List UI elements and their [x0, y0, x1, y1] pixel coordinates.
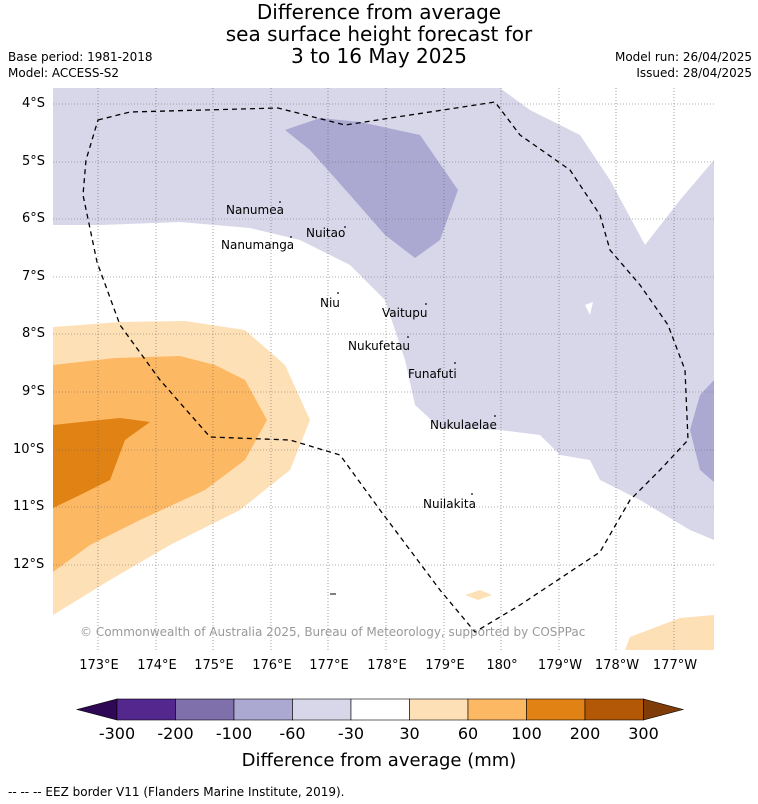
lat-label-4s: 4°S: [22, 96, 46, 111]
island-marker-nanumanga: [290, 236, 292, 238]
lon-label-179e: 179°E: [425, 658, 465, 673]
lat-label-10s: 10°S: [13, 442, 45, 457]
eez-border: [82, 101, 689, 633]
lat-label-12s: 12°S: [13, 557, 45, 572]
colorbar-tick-minus-300: -300: [98, 724, 136, 743]
lat-label-6s: 6°S: [22, 211, 46, 226]
lat-label-5s: 5°S: [22, 154, 46, 169]
copyright-notice: © Commonwealth of Australia 2025, Bureau…: [80, 625, 585, 639]
colorbar-swatch-200-300: [584, 698, 644, 721]
place-label-nanumanga: Nanumanga: [221, 238, 294, 252]
lon-label-178w: 178°W: [594, 658, 640, 673]
anomaly-region-strong-positive: [53, 418, 150, 508]
lon-label-173e: 173°E: [79, 658, 119, 673]
colorbar-swatch-30-60: [409, 698, 469, 721]
colorbar-swatch-below-300: [75, 698, 118, 721]
colorbar-tick-300: 300: [628, 724, 659, 743]
lon-label-176e: 176°E: [252, 658, 292, 673]
anomaly-patch-small-south: [465, 590, 492, 600]
colorbar-swatch-60-30: [292, 698, 352, 721]
issued-label: Issued: 28/04/2025: [636, 66, 752, 80]
anomaly-region-light-negative: [53, 88, 714, 540]
lon-label-177w: 177°W: [652, 658, 698, 673]
colorbar-swatch-300-200: [116, 698, 176, 721]
lat-label-11s: 11°S: [13, 499, 45, 514]
colorbar-swatch-100-200: [526, 698, 586, 721]
colorbar-tick-minus-60: -60: [279, 724, 306, 743]
lon-label-179w: 179°W: [537, 658, 583, 673]
island-marker-niu: [337, 292, 339, 294]
colorbar-swatch-30-30: [350, 698, 410, 721]
colorbar-tick-100: 100: [511, 724, 542, 743]
graticule: [53, 88, 714, 650]
anomaly-region-medium-negative: [285, 118, 458, 258]
place-label-nanumea: Nanumea: [226, 203, 284, 217]
island-marker-nuilakita: [471, 493, 473, 495]
colorbar-swatch-200-100: [175, 698, 235, 721]
colorbar-title: Difference from average (mm): [241, 750, 517, 771]
lat-label-7s: 7°S: [22, 269, 46, 284]
model-run-label: Model run: 26/04/2025: [614, 50, 752, 64]
anomaly-region-medium-negative-east: [690, 380, 714, 482]
lon-label-180: 180°: [486, 658, 518, 673]
island-marker-nukulaelae: [494, 415, 496, 417]
colorbar-tick-minus-200: -200: [157, 724, 194, 743]
anomaly-patch-southeast: [625, 615, 714, 650]
colorbar-tick-minus-30: -30: [337, 724, 365, 743]
model-label: Model: ACCESS-S2: [8, 66, 120, 80]
lon-label-177e: 177°E: [309, 658, 349, 673]
anomaly-region-medium-positive: [53, 356, 267, 572]
lon-label-175e: 175°E: [194, 658, 234, 673]
island-marker-nuitao: [344, 226, 346, 228]
colorbar-tick-200: 200: [569, 724, 601, 743]
colorbar-tick-minus-100: -100: [215, 724, 253, 743]
colorbar-swatch-above-300: [643, 698, 685, 721]
map-title-line-3: 3 to 16 May 2025: [291, 44, 467, 68]
colorbar-tick-30: 30: [399, 724, 420, 743]
island-marker-vaitupu: [425, 303, 427, 305]
eez-border-footnote: -- -- -- EEZ border V11 (Flanders Marine…: [8, 785, 345, 799]
place-label-nuilakita: Nuilakita: [423, 497, 476, 511]
lat-label-8s: 8°S: [22, 326, 46, 341]
lon-label-178e: 178°E: [367, 658, 407, 673]
place-label-niu: Niu: [320, 296, 340, 310]
place-label-nukulaelae: Nukulaelae: [430, 418, 497, 432]
island-marker-nukufetau: [407, 336, 409, 338]
colorbar-tick-60: 60: [457, 724, 479, 743]
map-title-line-1: Difference from average: [256, 0, 502, 24]
island-markers: [279, 201, 496, 495]
island-marker-funafuti: [454, 362, 456, 364]
map-title-line-2: sea surface height forecast for: [225, 22, 533, 46]
place-label-vaitupu: Vaitupu: [382, 306, 428, 320]
colorbar-swatch-60-100: [467, 698, 527, 721]
lat-label-9s: 9°S: [22, 384, 46, 399]
island-marker-nanumea: [279, 201, 281, 203]
place-label-funafuti: Funafuti: [408, 367, 457, 381]
anomaly-patch-small-east: [585, 302, 593, 315]
place-label-nukufetau: Nukufetau: [348, 339, 410, 353]
place-label-nuitao: Nuitao: [306, 226, 345, 240]
colorbar-swatch-100-60: [233, 698, 293, 721]
lon-label-174e: 174°E: [137, 658, 177, 673]
base-period-label: Base period: 1981-2018: [8, 50, 153, 64]
colorbar: [75, 698, 685, 721]
